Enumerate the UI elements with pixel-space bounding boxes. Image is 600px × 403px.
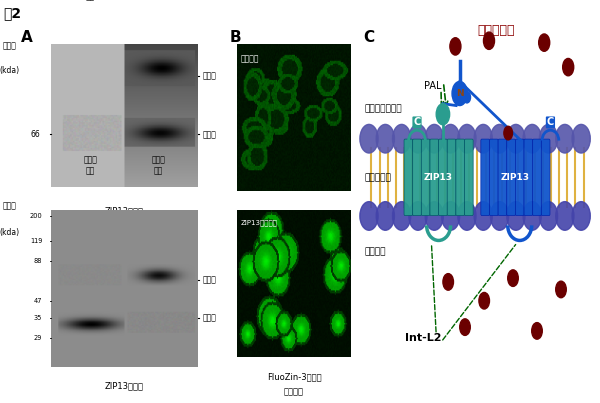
Circle shape — [532, 322, 542, 339]
Text: (kda): (kda) — [0, 229, 20, 237]
Circle shape — [450, 38, 461, 55]
Circle shape — [452, 81, 467, 106]
Circle shape — [460, 319, 470, 335]
Text: 一量体: 一量体 — [202, 314, 216, 322]
Circle shape — [490, 125, 509, 153]
Circle shape — [443, 274, 454, 290]
Circle shape — [376, 125, 394, 153]
Circle shape — [508, 270, 518, 287]
Text: 一量体: 一量体 — [202, 130, 216, 139]
FancyBboxPatch shape — [430, 139, 439, 216]
Circle shape — [409, 202, 427, 230]
Text: 図2: 図2 — [3, 6, 21, 20]
Text: ZIP13: ZIP13 — [424, 173, 453, 182]
FancyBboxPatch shape — [533, 139, 541, 216]
FancyBboxPatch shape — [413, 139, 421, 216]
Circle shape — [474, 125, 493, 153]
Circle shape — [572, 125, 590, 153]
Text: 細胞質側: 細胞質側 — [364, 247, 386, 256]
Circle shape — [425, 125, 443, 153]
Text: 架橋剤
なし: 架橋剤 なし — [84, 156, 98, 175]
Text: 200: 200 — [29, 213, 42, 219]
Text: 35: 35 — [34, 315, 42, 321]
Text: 亜鈑イオン: 亜鈑イオン — [478, 24, 515, 37]
Text: 88: 88 — [34, 258, 42, 264]
Text: ZIP13: ZIP13 — [501, 173, 530, 182]
FancyBboxPatch shape — [404, 139, 413, 216]
FancyBboxPatch shape — [421, 139, 430, 216]
Text: C: C — [363, 30, 374, 45]
Circle shape — [572, 202, 590, 230]
Circle shape — [479, 293, 490, 309]
FancyBboxPatch shape — [481, 139, 490, 216]
FancyBboxPatch shape — [541, 139, 550, 216]
Circle shape — [504, 126, 512, 140]
Circle shape — [376, 202, 394, 230]
Circle shape — [436, 104, 449, 125]
Text: 分子量: 分子量 — [3, 42, 17, 50]
FancyBboxPatch shape — [447, 139, 456, 216]
Text: Int-L2: Int-L2 — [405, 333, 442, 343]
Text: 対照細胞: 対照細胞 — [241, 54, 259, 63]
Text: 分子量: 分子量 — [3, 202, 17, 211]
Text: 架橋剤
あり: 架橋剤 あり — [151, 156, 165, 175]
Circle shape — [563, 58, 574, 76]
Text: C: C — [547, 117, 554, 127]
Circle shape — [539, 34, 550, 51]
Text: N: N — [456, 89, 464, 98]
Circle shape — [556, 281, 566, 298]
Circle shape — [463, 91, 470, 103]
Circle shape — [442, 125, 460, 153]
Text: 119: 119 — [30, 238, 42, 244]
Circle shape — [539, 125, 557, 153]
Text: PAL: PAL — [424, 81, 442, 91]
FancyBboxPatch shape — [439, 139, 447, 216]
Text: 対照
細胞: 対照 細胞 — [86, 0, 95, 1]
Circle shape — [474, 202, 493, 230]
FancyBboxPatch shape — [507, 139, 515, 216]
Circle shape — [425, 202, 443, 230]
FancyBboxPatch shape — [456, 139, 464, 216]
FancyBboxPatch shape — [464, 139, 473, 216]
Circle shape — [484, 32, 494, 50]
Circle shape — [458, 202, 476, 230]
Text: 47: 47 — [34, 298, 42, 304]
Text: 66: 66 — [31, 130, 41, 139]
Text: 二量体: 二量体 — [202, 276, 216, 285]
Text: ZIP13発現細胞: ZIP13発現細胞 — [241, 219, 277, 226]
Circle shape — [392, 125, 411, 153]
Text: ZIP13の検出: ZIP13の検出 — [105, 206, 144, 215]
Text: ゴルジ体膜: ゴルジ体膜 — [364, 174, 391, 183]
FancyBboxPatch shape — [524, 139, 533, 216]
Text: A: A — [21, 30, 33, 45]
Circle shape — [556, 202, 574, 230]
Circle shape — [458, 125, 476, 153]
Circle shape — [360, 202, 378, 230]
Text: 29: 29 — [34, 335, 42, 341]
FancyBboxPatch shape — [515, 139, 524, 216]
Text: B: B — [229, 30, 241, 45]
Circle shape — [409, 125, 427, 153]
Circle shape — [490, 202, 509, 230]
FancyBboxPatch shape — [498, 139, 507, 216]
Text: FluoZin-3による: FluoZin-3による — [266, 373, 322, 382]
Circle shape — [523, 125, 541, 153]
Circle shape — [442, 202, 460, 230]
Text: ゴルジ体の内側: ゴルジ体の内側 — [364, 104, 402, 113]
Circle shape — [360, 125, 378, 153]
Text: C: C — [413, 117, 421, 127]
Text: 亜鈑観察: 亜鈑観察 — [284, 388, 304, 397]
FancyBboxPatch shape — [490, 139, 498, 216]
Circle shape — [507, 202, 525, 230]
Text: 二量体: 二量体 — [202, 71, 216, 80]
Text: ZIP13の検出: ZIP13の検出 — [105, 381, 144, 390]
Circle shape — [523, 202, 541, 230]
Circle shape — [539, 202, 557, 230]
Text: (kda): (kda) — [0, 66, 20, 75]
Circle shape — [556, 125, 574, 153]
Circle shape — [392, 202, 411, 230]
Circle shape — [507, 125, 525, 153]
